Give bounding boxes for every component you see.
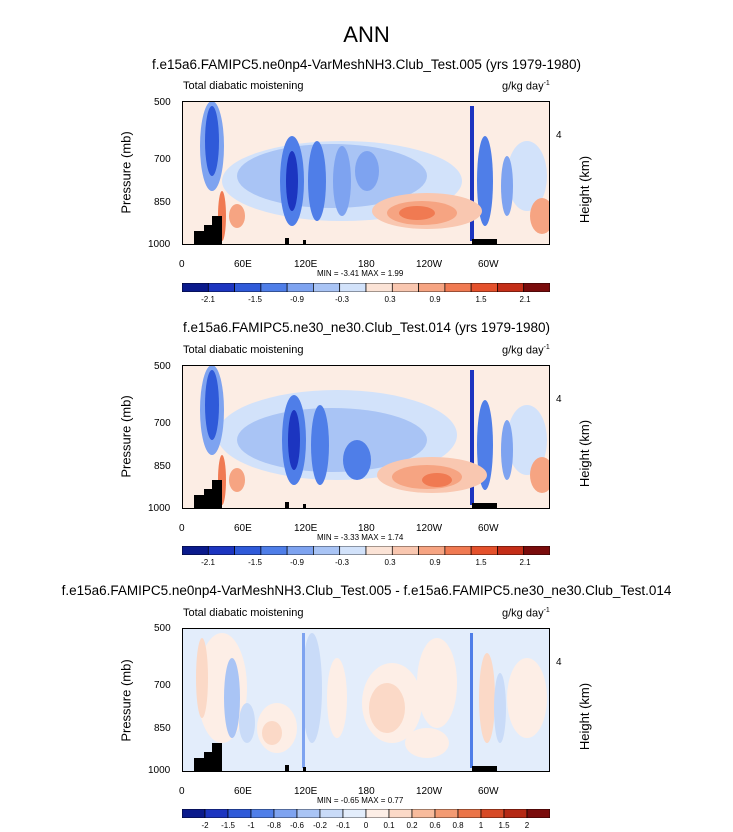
- panel-1-ytick: 1000: [148, 239, 171, 250]
- panel-1-units: g/kg day-1: [502, 80, 550, 93]
- panel-3-heatmap: [182, 628, 550, 772]
- panel-2-colorbar-label: -1.5: [248, 558, 262, 567]
- panel-2-xtick: 120E: [294, 523, 318, 534]
- panel-2-ylabel: Pressure (mb): [118, 395, 134, 478]
- panel-2-colorbar-label: -2.1: [201, 558, 215, 567]
- panel-3-colorbar-label: 0.8: [452, 821, 464, 830]
- panel-1-xtick: 180: [358, 259, 375, 270]
- panel-1-colorbar-label: 0.3: [384, 295, 396, 304]
- panel-2-heatmap: [182, 365, 550, 509]
- panel-1-colorbar-label: -2.1: [201, 295, 215, 304]
- panel-2-units: g/kg day-1: [502, 344, 550, 357]
- panel-1-heatmap: [182, 101, 550, 245]
- panel-2-colorbar-label: -0.9: [290, 558, 304, 567]
- panel-1-xtick: 60E: [234, 259, 252, 270]
- panel-3-ytick: 1000: [148, 765, 171, 776]
- panel-3-variable: Total diabatic moistening: [183, 607, 304, 619]
- panel-1-xtick: 60W: [478, 259, 499, 270]
- panel-3-units: g/kg day-1: [502, 607, 550, 620]
- panel-3-colorbar-label: -0.2: [313, 821, 327, 830]
- panel-3-xtick: 60W: [478, 786, 499, 797]
- panel-3-xtick: 120W: [416, 786, 443, 797]
- panel-2-xtick: 0: [179, 523, 185, 534]
- panel-2-ytick: 1000: [148, 503, 171, 514]
- panel-2-title: f.e15a6.FAMIPC5.ne30_ne30.Club_Test.014 …: [183, 320, 550, 335]
- panel-3-colorbar-label: 2: [524, 821, 530, 830]
- panel-1-colorbar-label: 1.5: [475, 295, 487, 304]
- panel-3-colorbar-label: 1.5: [498, 821, 510, 830]
- panel-3-y2label: Height (km): [577, 682, 593, 751]
- panel-3-colorbar-label: -2: [201, 821, 209, 830]
- panel-3-xtick: 60E: [234, 786, 252, 797]
- panel-1-colorbar: [182, 283, 550, 292]
- panel-1-ytick: 700: [154, 154, 171, 165]
- panel-3-ytick: 500: [154, 623, 171, 634]
- panel-2-xtick: 180: [358, 523, 375, 534]
- panel-2-colorbar-label: 0.3: [384, 558, 396, 567]
- panel-1-y2label: Height (km): [577, 155, 593, 224]
- panel-2-colorbar-label: -0.3: [335, 558, 349, 567]
- panel-2-colorbar-label: 0.9: [429, 558, 441, 567]
- panel-3-colorbar-label: -1: [247, 821, 255, 830]
- panel-3-ytick: 850: [154, 723, 171, 734]
- panel-2-ytick: 850: [154, 461, 171, 472]
- panel-3-y2tick: 4: [556, 657, 562, 668]
- panel-1-axes-frame: [182, 101, 550, 245]
- panel-1-variable: Total diabatic moistening: [183, 80, 304, 92]
- panel-2-y2label: Height (km): [577, 419, 593, 488]
- panel-3-colorbar-label: -1.5: [221, 821, 235, 830]
- panel-1-y2tick: 4: [556, 130, 562, 141]
- panel-2-y2tick: 4: [556, 394, 562, 405]
- panel-1-title: f.e15a6.FAMIPC5.ne0np4-VarMeshNH3.Club_T…: [152, 57, 581, 72]
- panel-3-colorbar-label: 0.2: [406, 821, 418, 830]
- panel-2-variable: Total diabatic moistening: [183, 344, 304, 356]
- panel-3-colorbar-label: 1: [478, 821, 484, 830]
- panel-3-colorbar-label: -0.1: [336, 821, 350, 830]
- panel-3-colorbar: [182, 809, 550, 818]
- panel-3-title: f.e15a6.FAMIPC5.ne0np4-VarMeshNH3.Club_T…: [61, 583, 672, 598]
- panel-2-colorbar: [182, 546, 550, 555]
- panel-2-ytick: 500: [154, 361, 171, 372]
- panel-1-ytick: 850: [154, 197, 171, 208]
- panel-2-xtick: 120W: [416, 523, 443, 534]
- panel-1-ytick: 500: [154, 97, 171, 108]
- panel-3-colorbar-label: -0.8: [267, 821, 281, 830]
- panel-3-colorbar-label: -0.6: [290, 821, 304, 830]
- panel-1-xtick: 0: [179, 259, 185, 270]
- panel-3-colorbar-label: 0: [363, 821, 369, 830]
- panel-3-colorbar-label: 0.1: [383, 821, 395, 830]
- panel-3-axes-frame: [182, 628, 550, 772]
- panel-1-xtick: 120W: [416, 259, 443, 270]
- panel-2-xtick: 60W: [478, 523, 499, 534]
- panel-1-xtick: 120E: [294, 259, 318, 270]
- panel-1-ylabel: Pressure (mb): [118, 131, 134, 214]
- panel-2-stats: MIN = -3.33 MAX = 1.74: [317, 533, 404, 542]
- panel-3-colorbar-label: 0.6: [429, 821, 441, 830]
- panel-3-stats: MIN = -0.65 MAX = 0.77: [317, 796, 404, 805]
- panel-3-xtick: 0: [179, 786, 185, 797]
- panel-1-colorbar-label: 2.1: [519, 295, 531, 304]
- panel-3-xtick: 120E: [294, 786, 318, 797]
- panel-1-stats: MIN = -3.41 MAX = 1.99: [317, 269, 404, 278]
- panel-1-colorbar-label: -0.3: [335, 295, 349, 304]
- panel-3-ytick: 700: [154, 680, 171, 691]
- panel-2-axes-frame: [182, 365, 550, 509]
- page-title: ANN: [343, 22, 390, 47]
- panel-1-colorbar-label: -1.5: [248, 295, 262, 304]
- panel-2-colorbar-label: 1.5: [475, 558, 487, 567]
- panel-1-colorbar-label: -0.9: [290, 295, 304, 304]
- panel-3-ylabel: Pressure (mb): [118, 659, 134, 742]
- panel-2-xtick: 60E: [234, 523, 252, 534]
- panel-1-colorbar-label: 0.9: [429, 295, 441, 304]
- panel-3-xtick: 180: [358, 786, 375, 797]
- panel-2-colorbar-label: 2.1: [519, 558, 531, 567]
- panel-2-ytick: 700: [154, 418, 171, 429]
